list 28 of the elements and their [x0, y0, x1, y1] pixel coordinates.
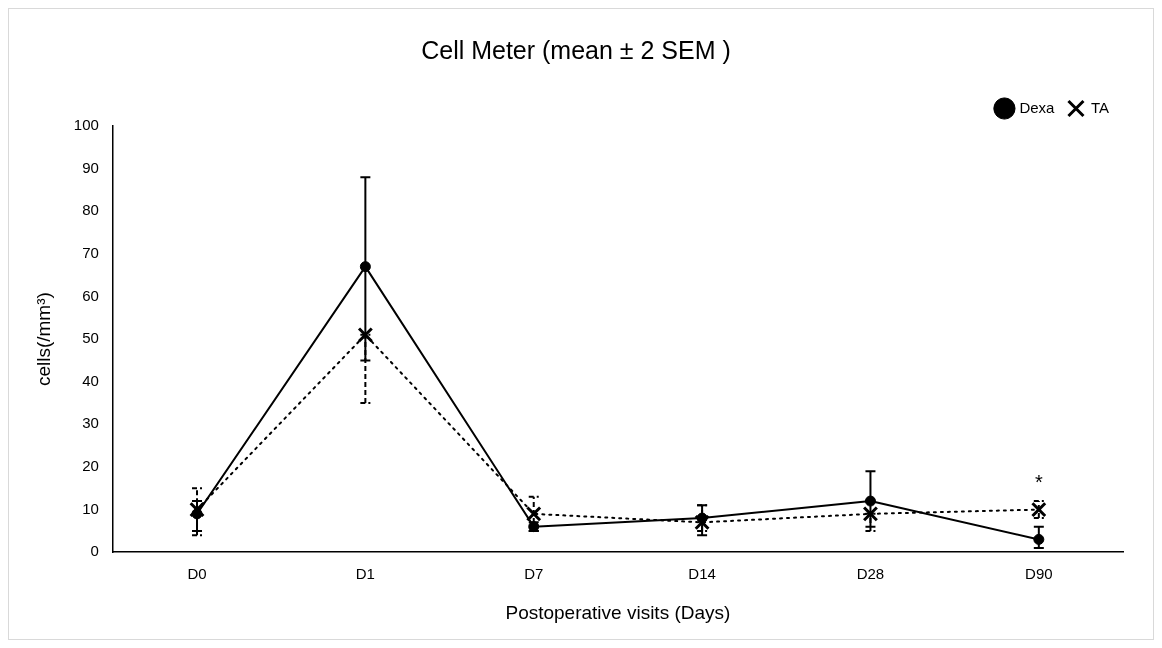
point	[862, 505, 879, 522]
x-tick-label: D7	[524, 565, 544, 583]
y-tick-label: 40	[82, 371, 99, 389]
y-tick-label: 70	[82, 244, 99, 261]
y-axis-title: cells(/mm³)	[32, 292, 54, 387]
y-tick-label: 60	[82, 286, 99, 304]
x-tick-label: D1	[355, 565, 375, 583]
y-tick-label: 0	[90, 542, 99, 560]
chart-title: Cell Meter (mean ± 2 SEM )	[421, 35, 731, 64]
y-tick-label: 100	[73, 116, 99, 134]
x-tick-label: D28	[856, 565, 885, 583]
point	[357, 326, 374, 343]
legend-label: Dexa	[1019, 98, 1056, 116]
y-tick-label: 90	[82, 158, 99, 176]
y-tick-label: 20	[82, 457, 99, 475]
point	[694, 514, 710, 531]
annotation: *	[1034, 470, 1043, 493]
y-tick-label: 80	[82, 201, 99, 219]
x-tick-label: D14	[688, 565, 716, 583]
point	[189, 501, 205, 518]
point	[525, 505, 542, 522]
y-tick-label: 10	[82, 499, 99, 517]
y-tick-label: 30	[82, 414, 99, 432]
x-tick-label: D90	[1025, 565, 1053, 583]
x-tick-label: D0	[187, 565, 207, 583]
x-axis-title: Postoperative visits (Days)	[505, 601, 731, 623]
y-tick-label: 50	[82, 329, 99, 347]
legend-label: TA	[1090, 98, 1110, 116]
